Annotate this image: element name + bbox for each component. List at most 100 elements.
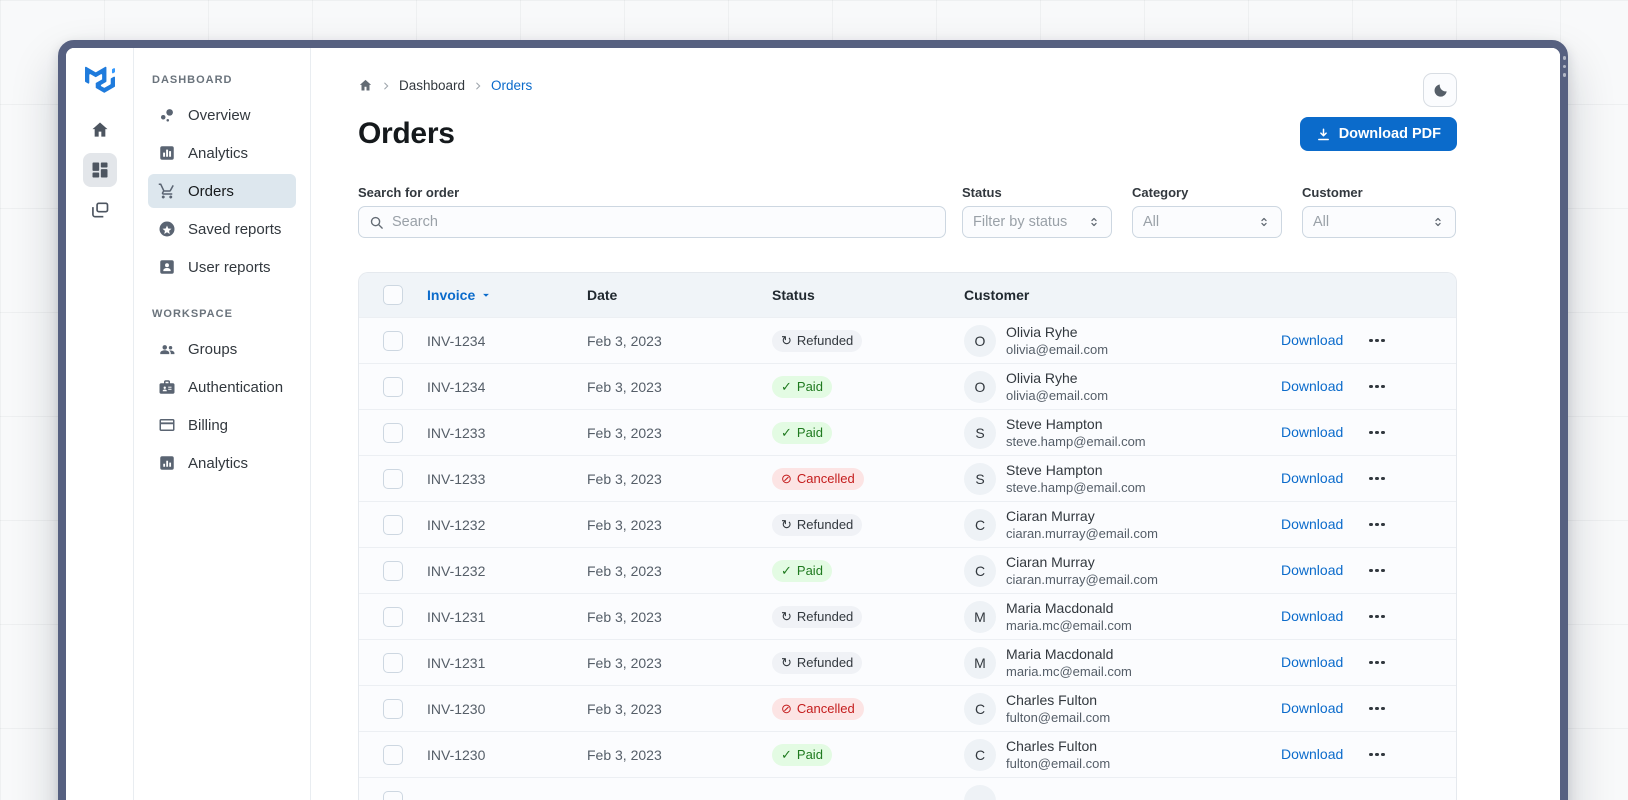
sidebar-item-label: Analytics [188,144,249,162]
breadcrumb-home-icon[interactable] [358,78,373,93]
orders-table: Invoice Date Status Customer INV-1234 Fe… [358,272,1457,800]
row-checkbox[interactable] [383,698,403,719]
customer-filter-label: Customer [1302,185,1363,200]
sidebar-item-authentication[interactable]: Authentication [148,370,296,404]
row-checkbox[interactable] [383,468,403,489]
table-row: INV-1231 Feb 3, 2023 ↻ Refunded M Maria … [359,639,1456,685]
column-header-status: Status [772,287,815,303]
search-input[interactable] [358,206,946,238]
row-menu-button[interactable] [1361,338,1456,343]
table-row: INV-1234 Feb 3, 2023 ✓ Paid O Olivia Ryh… [359,363,1456,409]
status-icon: ↻ [781,655,792,670]
sidebar-item-label: User reports [188,258,271,276]
sidebar-item-label: Billing [188,416,229,434]
status-icon: ✓ [781,425,792,440]
customer-cell: C Charles Fulton fulton@email.com [964,737,1271,772]
dark-mode-toggle[interactable] [1423,73,1457,107]
category-filter-select[interactable]: All [1132,206,1282,238]
date-cell: Feb 3, 2023 [587,516,662,533]
sidebar-item-groups[interactable]: Groups [148,332,296,366]
row-checkbox[interactable] [383,606,403,627]
sidebar-item-overview[interactable]: Overview [148,98,296,132]
customer-cell: M Maria Macdonald maria.mc@email.com [964,645,1271,680]
people-icon [160,345,175,355]
status-badge: ↻ Refunded [772,329,863,352]
customer-name: Ciaran Murray [1006,508,1095,524]
row-menu-button[interactable] [1361,568,1456,573]
sidebar-item-billing[interactable]: Billing [148,408,296,442]
customer-email: ciaran.murray@email.com [1006,572,1158,587]
download-link[interactable]: Download [1281,699,1344,716]
row-checkbox[interactable] [383,330,403,351]
column-header-customer: Customer [964,287,1030,303]
download-link[interactable]: Download [1281,423,1344,440]
table-row [359,777,1456,800]
rail-home-button[interactable] [83,113,117,147]
column-header-invoice[interactable]: Invoice [427,287,587,303]
sidebar-nav: DASHBOARD Overview Analytics Orders Save… [134,48,311,800]
status-badge: ✓ Paid [772,743,832,766]
customer-email: steve.hamp@email.com [1006,434,1146,449]
download-pdf-button[interactable]: Download PDF [1299,117,1457,151]
download-link[interactable]: Download [1281,561,1344,578]
customer-filter-select[interactable]: All [1302,206,1456,238]
download-link[interactable]: Download [1281,377,1344,394]
status-filter-select[interactable]: Filter by status [962,206,1112,238]
table-row: INV-1232 Feb 3, 2023 ↻ Refunded C Ciaran… [359,501,1456,547]
row-checkbox[interactable] [383,422,403,443]
table-row: INV-1232 Feb 3, 2023 ✓ Paid C Ciaran Mur… [359,547,1456,593]
customer-email: maria.mc@email.com [1006,618,1132,633]
nav-section-label: DASHBOARD [152,74,233,86]
status-icon: ↻ [781,333,792,348]
status-badge: ⊘ Cancelled [772,467,864,490]
sidebar-item-label: Overview [188,106,251,124]
row-checkbox[interactable] [383,514,403,535]
customer-name: Charles Fulton [1006,692,1098,708]
row-checkbox[interactable] [383,790,403,800]
status-badge: ✓ Paid [772,421,832,444]
sidebar-item-user-reports[interactable]: User reports [148,250,296,284]
status-icon: ✓ [781,379,792,394]
avatar: C [964,554,996,587]
row-menu-button[interactable] [1361,752,1456,757]
download-link[interactable]: Download [1281,515,1344,532]
rail-dashboard-button[interactable] [82,153,117,187]
row-menu-button[interactable] [1361,384,1456,389]
sidebar-item-analytics[interactable]: Analytics [148,136,296,170]
row-checkbox[interactable] [383,652,403,673]
download-link[interactable]: Download [1281,745,1344,762]
row-menu-button[interactable] [1361,660,1456,665]
row-checkbox[interactable] [383,376,403,397]
download-link[interactable]: Download [1281,607,1344,624]
table-row: INV-1233 Feb 3, 2023 ⊘ Cancelled S Steve… [359,455,1456,501]
row-checkbox[interactable] [383,744,403,765]
download-link[interactable]: Download [1281,469,1344,486]
row-menu-button[interactable] [1361,614,1456,619]
category-filter-label: Category [1132,185,1189,200]
rail-windows-button[interactable] [83,193,117,227]
breadcrumb-dashboard[interactable]: Dashboard [399,78,466,93]
row-checkbox[interactable] [383,560,403,581]
row-menu-button[interactable] [1361,522,1456,527]
date-cell: Feb 3, 2023 [587,746,662,763]
row-menu-button[interactable] [1361,430,1456,435]
customer-cell: C Ciaran Murray ciaran.murray@email.com [964,553,1271,588]
sidebar-item-analytics[interactable]: Analytics [148,446,296,480]
date-cell: Feb 3, 2023 [587,470,662,487]
window-scrollbar[interactable] [1562,56,1566,77]
table-row: INV-1233 Feb 3, 2023 ✓ Paid S Steve Hamp… [359,409,1456,455]
customer-cell: C Ciaran Murray ciaran.murray@email.com [964,507,1271,542]
download-link[interactable]: Download [1281,653,1344,670]
download-link[interactable]: Download [1281,331,1344,348]
person-card-icon [160,260,174,274]
sidebar-item-orders[interactable]: Orders [148,174,296,208]
table-header-row: Invoice Date Status Customer [359,273,1456,317]
avatar [964,784,996,800]
customer-cell: O Olivia Ryhe olivia@email.com [964,369,1271,404]
select-all-checkbox[interactable] [383,285,403,305]
sidebar-item-saved-reports[interactable]: Saved reports [148,212,296,246]
page-title: Orders [358,117,455,150]
customer-email: ciaran.murray@email.com [1006,526,1158,541]
row-menu-button[interactable] [1361,476,1456,481]
row-menu-button[interactable] [1361,706,1456,711]
